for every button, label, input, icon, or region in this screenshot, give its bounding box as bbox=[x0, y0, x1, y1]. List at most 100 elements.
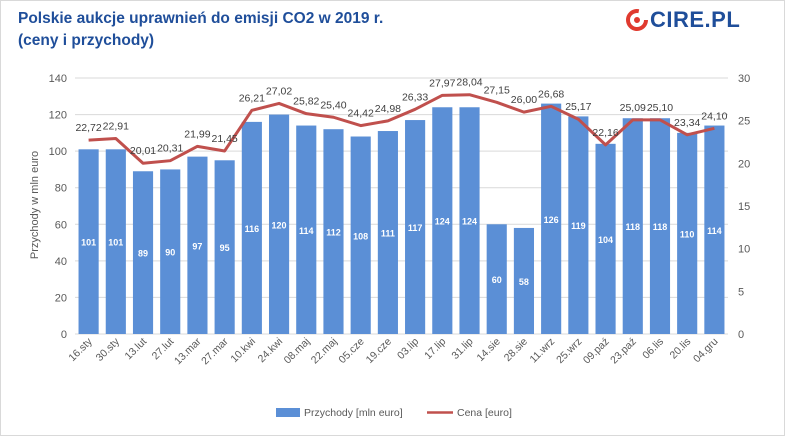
category-tick-label: 20.lis bbox=[667, 336, 693, 362]
left-axis-tick-label: 80 bbox=[55, 183, 67, 195]
category-tick-label: 24.kwi bbox=[256, 336, 286, 366]
bar bbox=[486, 224, 507, 334]
bar-value-label: 114 bbox=[707, 226, 722, 236]
left-axis-tick-label: 0 bbox=[61, 329, 67, 341]
chart-title: Polskie aukcje uprawnień do emisji CO2 w… bbox=[18, 8, 438, 52]
category-tick-label: 27.mar bbox=[199, 335, 231, 367]
left-axis-tick-label: 140 bbox=[49, 73, 67, 85]
left-axis-title: Przychody w mln euro bbox=[29, 151, 41, 259]
category-tick-label: 06.lis bbox=[640, 336, 666, 362]
bar-value-label: 101 bbox=[81, 238, 96, 248]
price-value-label: 24,42 bbox=[348, 108, 374, 120]
price-value-label: 25,17 bbox=[565, 101, 591, 113]
right-axis-tick-label: 0 bbox=[738, 329, 744, 341]
bar bbox=[241, 121, 262, 334]
bar-value-label: 120 bbox=[272, 220, 287, 230]
bar bbox=[513, 227, 535, 334]
price-value-label: 22,16 bbox=[592, 127, 618, 139]
price-line-series bbox=[88, 93, 715, 165]
right-axis-tick-label: 5 bbox=[738, 286, 744, 298]
bar bbox=[132, 171, 154, 334]
category-tick-label: 28.sie bbox=[502, 336, 530, 364]
category-tick-label: 30.sty bbox=[94, 335, 123, 364]
bar bbox=[677, 132, 698, 334]
price-value-label: 24,98 bbox=[375, 103, 401, 115]
bar bbox=[704, 125, 725, 335]
bar bbox=[405, 120, 426, 334]
bar-value-label: 114 bbox=[299, 226, 314, 236]
left-axis-ticks: 0 20 40 60 80 100 120 140 bbox=[49, 73, 67, 341]
price-value-label: 26,21 bbox=[239, 92, 265, 104]
bar-value-labels: 101 101 89 90 97 95 116 120 114 112 108 111 117 124 12… bbox=[81, 215, 722, 287]
right-axis-tick-label: 10 bbox=[738, 244, 750, 256]
bar bbox=[432, 107, 453, 334]
bar bbox=[459, 107, 480, 334]
bar bbox=[187, 156, 208, 334]
bar-value-label: 124 bbox=[462, 217, 477, 227]
price-value-label: 27,97 bbox=[429, 77, 455, 89]
category-tick-label: 11.wrz bbox=[527, 336, 557, 366]
price-value-label: 23,34 bbox=[674, 117, 700, 129]
category-tick-label: 14.sie bbox=[475, 336, 503, 364]
price-value-label: 22,72 bbox=[75, 122, 101, 134]
legend-bar-swatch bbox=[276, 408, 300, 417]
right-axis-tick-label: 30 bbox=[738, 73, 750, 85]
bar-value-label: 58 bbox=[519, 277, 529, 287]
price-value-label: 21,45 bbox=[212, 133, 238, 145]
price-value-label: 25,82 bbox=[293, 96, 319, 108]
price-value-label: 21,99 bbox=[184, 128, 210, 140]
price-value-label: 27,02 bbox=[266, 85, 292, 97]
category-tick-label: 16.sty bbox=[66, 335, 95, 364]
category-tick-label: 08.maj bbox=[282, 336, 313, 367]
cire-logo: CIRE.PL bbox=[626, 6, 740, 34]
bar-value-label: 95 bbox=[220, 243, 230, 253]
bar-series bbox=[78, 103, 725, 335]
price-value-label: 25,40 bbox=[320, 99, 346, 111]
category-tick-label: 10.kwi bbox=[228, 336, 258, 366]
bar bbox=[377, 131, 398, 334]
bar-value-label: 97 bbox=[192, 241, 202, 251]
bar-value-label: 108 bbox=[353, 231, 368, 241]
bar-value-label: 116 bbox=[245, 224, 260, 234]
price-value-label: 22,91 bbox=[103, 121, 129, 133]
logo-text: CIRE.PL bbox=[650, 7, 741, 32]
category-tick-label: 25.wrz bbox=[554, 336, 584, 366]
left-axis-tick-label: 100 bbox=[49, 146, 67, 158]
legend-line-label: Cena [euro] bbox=[457, 407, 512, 419]
price-value-label: 26,33 bbox=[402, 91, 428, 103]
bar bbox=[296, 125, 317, 335]
category-tick-label: 13.mar bbox=[172, 335, 204, 367]
bar-value-label: 119 bbox=[571, 221, 586, 231]
price-value-label: 24,10 bbox=[701, 110, 727, 122]
price-value-label: 25,10 bbox=[647, 102, 673, 114]
title-line-2: (ceny i przychody) bbox=[18, 32, 155, 49]
bar-value-label: 112 bbox=[326, 228, 341, 238]
category-tick-label: 22.maj bbox=[309, 336, 340, 367]
category-tick-label: 17.lip bbox=[422, 336, 448, 362]
price-value-label: 20,31 bbox=[157, 143, 183, 155]
bar-value-label: 90 bbox=[165, 248, 175, 258]
category-tick-label: 09.paź bbox=[581, 336, 612, 367]
bar-value-label: 89 bbox=[138, 249, 148, 259]
category-tick-label: 03.lip bbox=[395, 336, 421, 362]
bar-value-label: 117 bbox=[408, 223, 423, 233]
category-tick-label: 04.gru bbox=[691, 336, 721, 366]
bar bbox=[350, 136, 371, 334]
bar-value-label: 118 bbox=[653, 222, 668, 232]
category-tick-label: 05.cze bbox=[336, 336, 366, 366]
bar-value-label: 101 bbox=[108, 238, 123, 248]
bar bbox=[214, 160, 235, 334]
bar bbox=[595, 143, 616, 334]
left-axis-tick-label: 120 bbox=[49, 110, 67, 122]
legend: Przychody [mln euro] Cena [euro] bbox=[276, 407, 512, 419]
bar bbox=[622, 118, 643, 334]
left-axis-tick-label: 60 bbox=[55, 219, 67, 231]
bar bbox=[323, 129, 344, 334]
bar bbox=[105, 149, 126, 334]
bar-value-label: 60 bbox=[492, 275, 502, 285]
category-tick-label: 19.cze bbox=[364, 336, 394, 366]
right-axis-ticks: 0 5 10 15 20 25 30 bbox=[738, 73, 750, 341]
